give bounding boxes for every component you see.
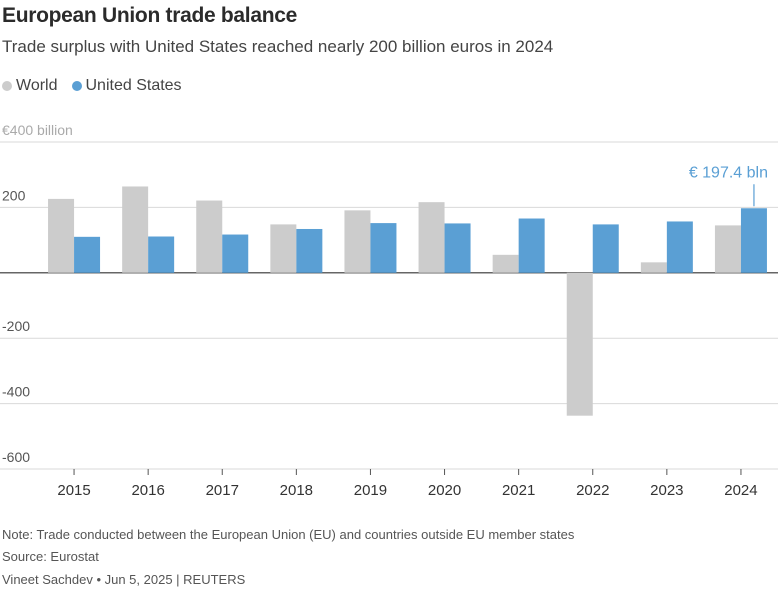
y-tick-label: 200: [2, 187, 26, 203]
legend-item-united-states: United States: [71, 77, 182, 95]
bar-united-states-2023: [666, 221, 693, 273]
x-tick-label: 2016: [131, 482, 164, 499]
y-tick-label: -400: [2, 384, 30, 400]
y-tick-label: €400 billion: [2, 122, 73, 138]
bar-world-2020: [418, 202, 445, 273]
chart-subtitle: Trade surplus with United States reached…: [2, 37, 554, 56]
y-tick-label: -200: [2, 318, 30, 334]
legend-swatch-united-states: [71, 81, 82, 91]
legend-label-world: World: [16, 77, 58, 94]
bar-united-states-2020: [444, 223, 471, 273]
footer-credit: Vineet Sachdev • Jun 5, 2025 | REUTERS: [2, 572, 246, 587]
bar-united-states-2016: [148, 236, 175, 273]
bar-world-2018: [270, 224, 297, 273]
bar-world-2016: [122, 186, 149, 273]
annotation-label: € 197.4 bln: [689, 164, 768, 181]
bar-united-states-2017: [222, 234, 249, 273]
y-tick-label: -600: [2, 449, 30, 465]
legend-swatch-world: [2, 81, 12, 91]
legend-label-united-states: United States: [85, 77, 182, 94]
x-tick-label: 2023: [650, 482, 683, 499]
bar-world-2021: [492, 254, 519, 273]
chart-title: European Union trade balance: [2, 4, 297, 27]
footer-source: Source: Eurostat: [2, 549, 99, 564]
bar-chart: -600 -400 -200 200 €400 billion 2015 2016 2017 2…: [0, 122, 778, 499]
bar-united-states-2024: [740, 208, 767, 273]
bar-world-2022: [566, 272, 593, 416]
footer-note: Note: Trade conducted between the Europe…: [2, 527, 575, 542]
bar-world-2015: [48, 198, 75, 273]
legend: World United States: [2, 77, 182, 95]
x-tick-label: 2019: [354, 482, 387, 499]
bar-united-states-2015: [74, 236, 101, 273]
x-tick-label: 2015: [57, 482, 90, 499]
x-tick-label: 2020: [428, 482, 461, 499]
bar-united-states-2018: [296, 228, 323, 273]
x-tick-label: 2018: [280, 482, 313, 499]
bar-world-2024: [714, 225, 741, 273]
bar-united-states-2022: [592, 224, 619, 273]
bar-world-2023: [640, 262, 667, 273]
x-tick-label: 2021: [502, 482, 535, 499]
bar-world-2017: [196, 200, 223, 273]
x-tick-label: 2024: [724, 482, 757, 499]
bar-world-2019: [344, 210, 371, 273]
x-tick-label: 2022: [576, 482, 609, 499]
legend-item-world: World: [2, 77, 58, 95]
bar-united-states-2021: [518, 218, 545, 273]
bar-united-states-2019: [370, 223, 397, 273]
x-tick-label: 2017: [206, 482, 239, 499]
